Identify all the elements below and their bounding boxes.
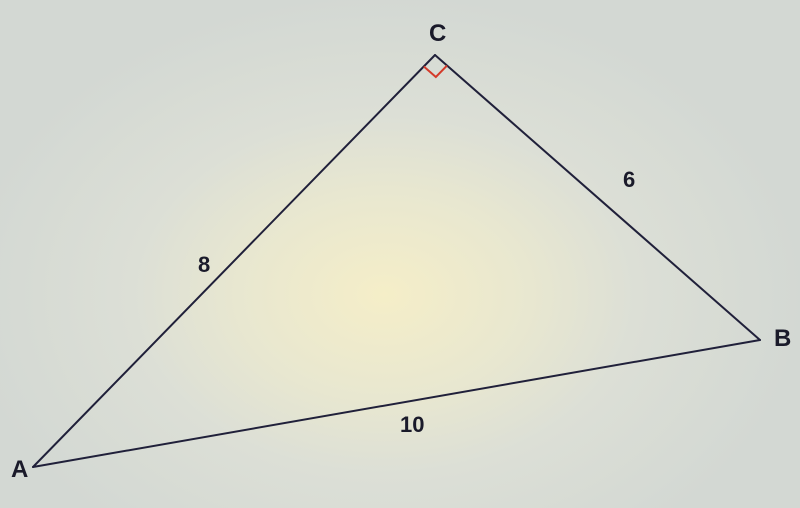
vertex-label-a: A [11, 456, 28, 483]
side-ac [33, 55, 435, 467]
vertex-label-b: B [774, 325, 791, 352]
triangle-figure: A B C 8 6 10 [0, 0, 800, 508]
side-cb [435, 55, 760, 340]
side-ab-real [33, 340, 760, 467]
side-label-ac: 8 [198, 252, 210, 277]
side-label-ab: 10 [400, 412, 424, 437]
vertex-label-c: C [429, 20, 446, 47]
right-angle-marker [424, 66, 447, 77]
side-label-cb: 6 [623, 167, 635, 192]
